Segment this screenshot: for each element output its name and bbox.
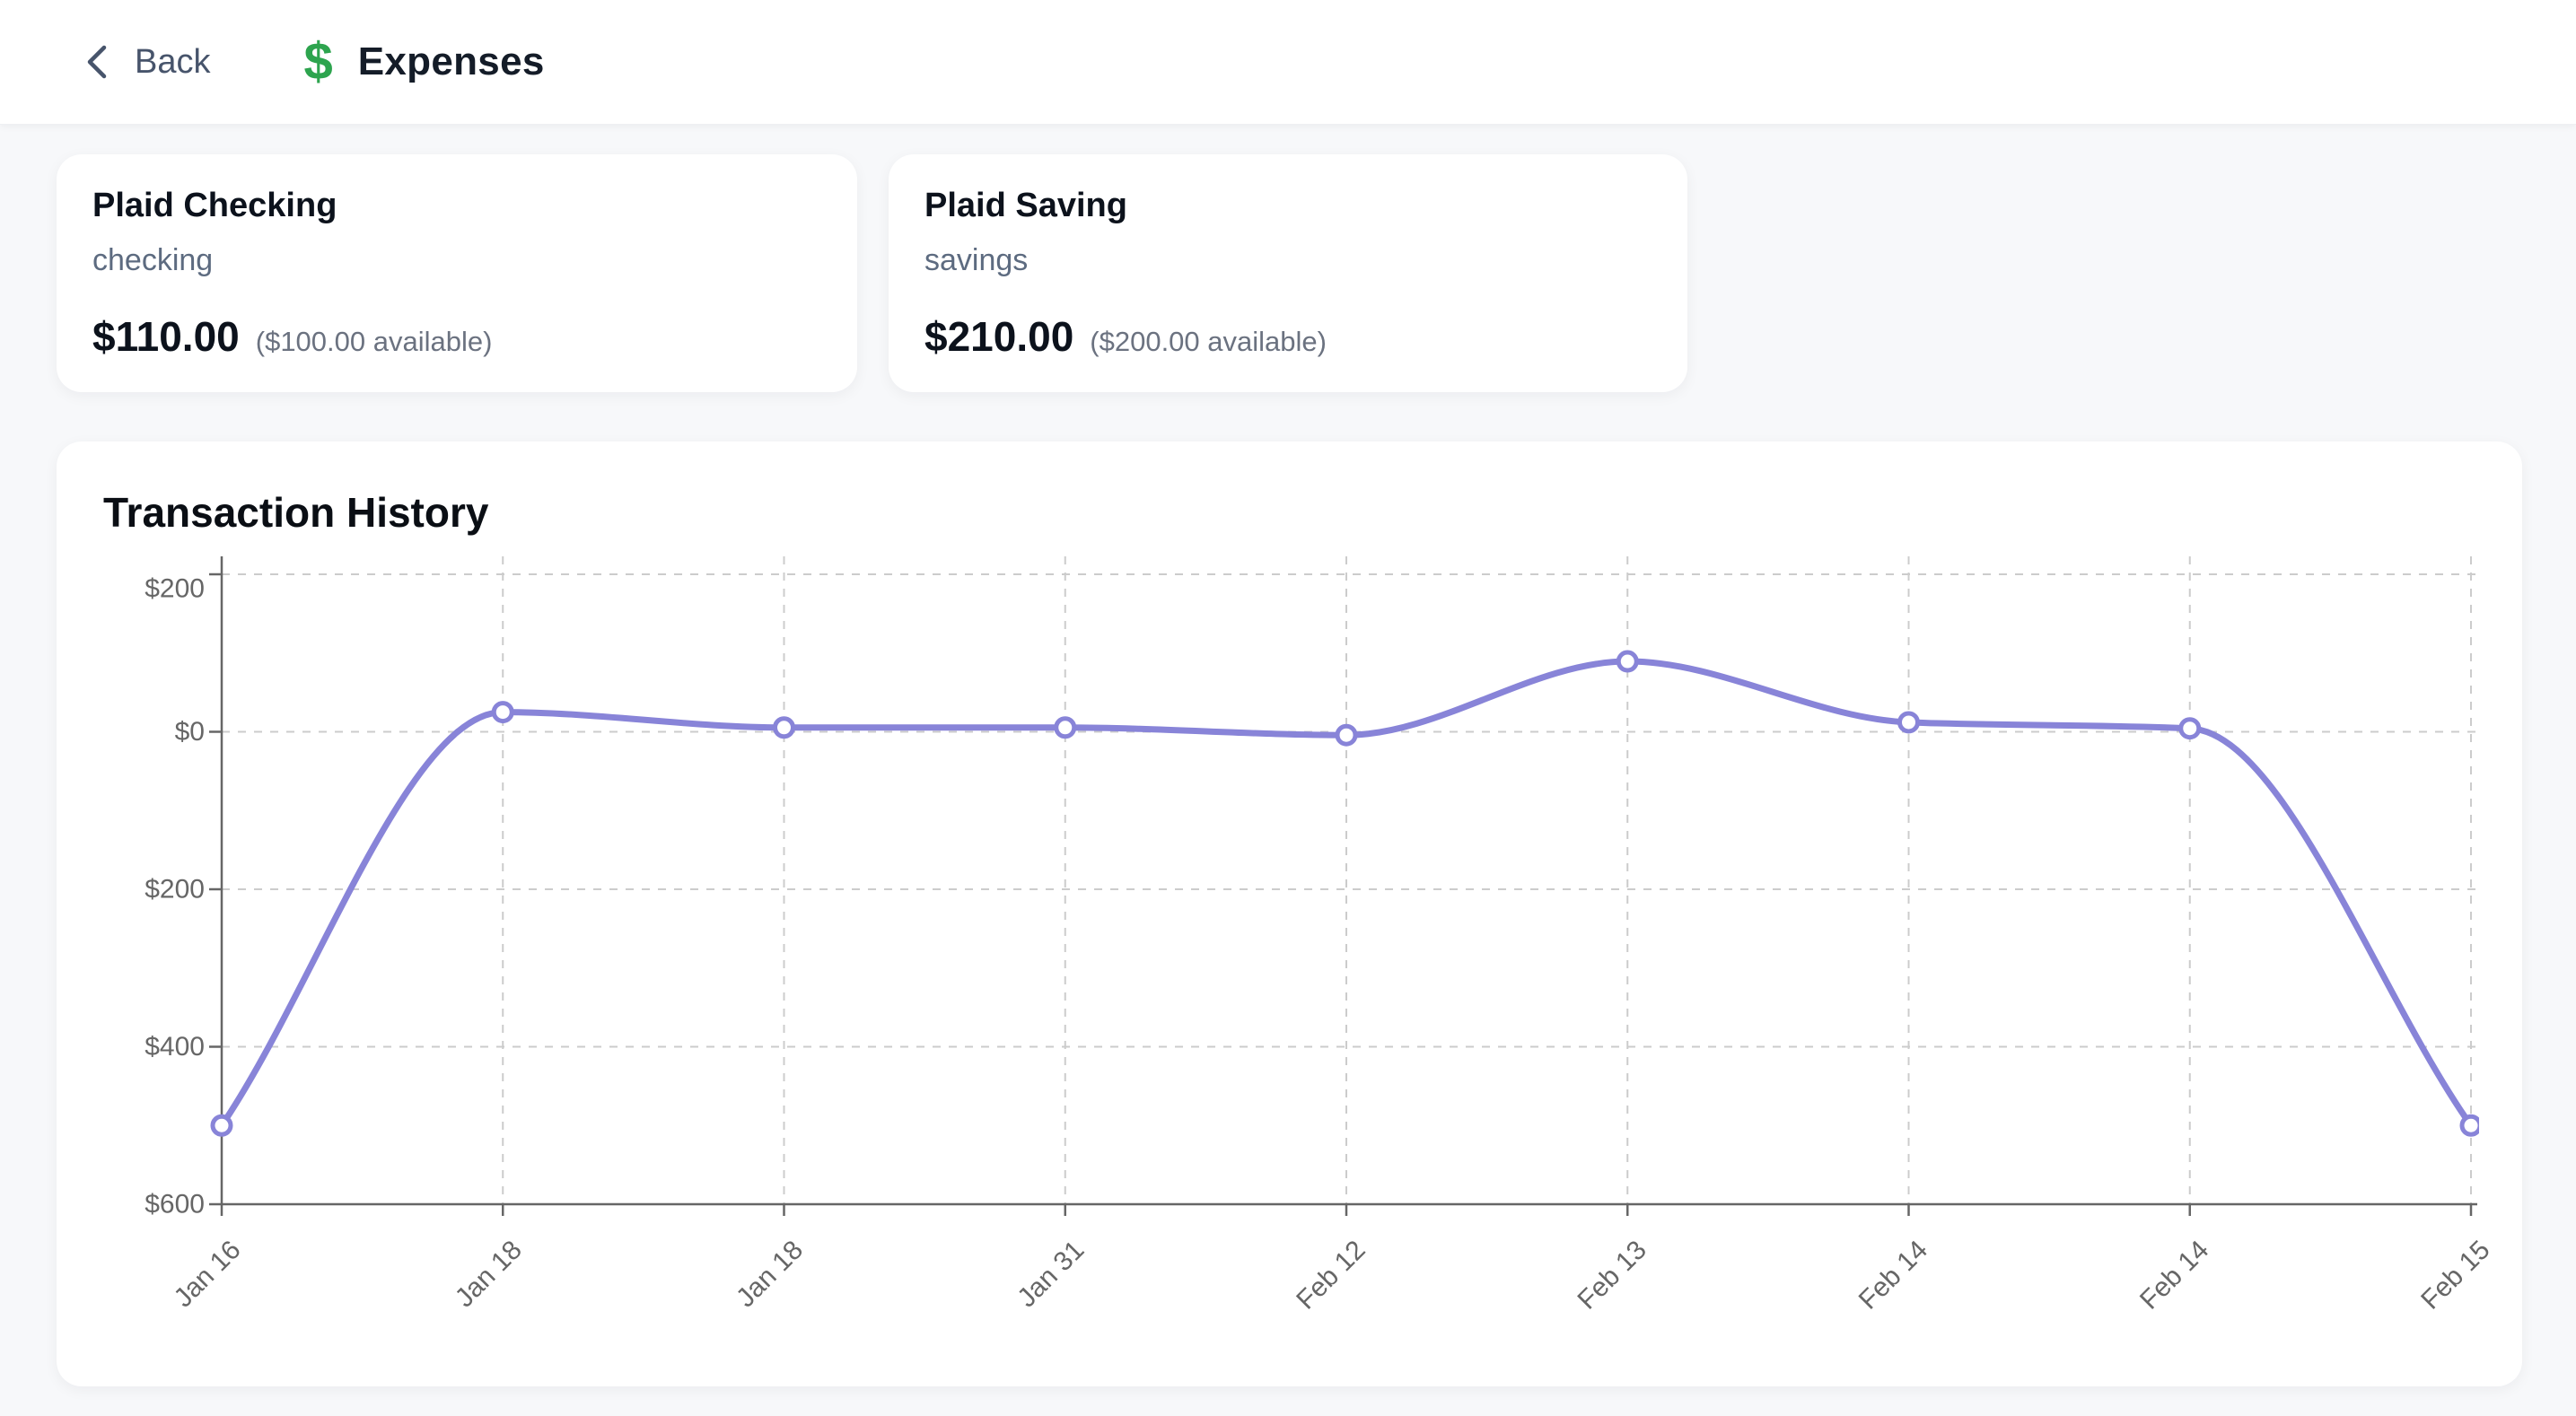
chevron-left-icon bbox=[83, 40, 113, 83]
top-bar: Back $ Expenses bbox=[0, 0, 2576, 125]
account-available-note: ($200.00 available) bbox=[1090, 326, 1327, 357]
dollar-icon: $ bbox=[303, 32, 333, 91]
account-subtype: savings bbox=[924, 243, 1029, 277]
page-title: Expenses bbox=[357, 39, 545, 83]
account-balance: $210.00 bbox=[924, 313, 1074, 360]
account-card-checking: Plaid Checking checking $110.00 ($100.00… bbox=[57, 154, 857, 392]
account-available-note: ($100.00 available) bbox=[255, 326, 493, 357]
account-card-savings: Plaid Saving savings $210.00 ($200.00 av… bbox=[889, 154, 1687, 392]
transaction-history-card: Transaction History bbox=[57, 441, 2522, 1386]
back-button-label: Back bbox=[135, 42, 211, 81]
account-balance: $110.00 bbox=[92, 313, 240, 360]
account-name: Plaid Saving bbox=[924, 187, 1127, 224]
back-button[interactable]: Back bbox=[77, 39, 215, 84]
account-name: Plaid Checking bbox=[92, 187, 337, 224]
app-title-group: $ Expenses bbox=[303, 36, 544, 88]
chart-title: Transaction History bbox=[103, 489, 489, 536]
account-subtype: checking bbox=[92, 243, 214, 277]
